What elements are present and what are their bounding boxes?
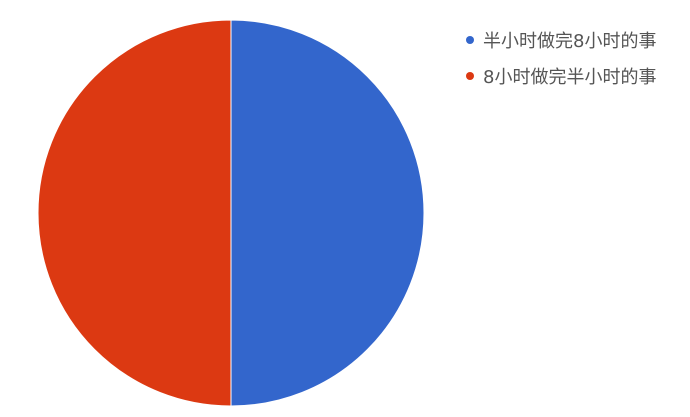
legend-item: 半小时做完8小时的事: [466, 22, 656, 58]
pie-slice-0: [230, 19, 425, 407]
legend-dot-icon: [466, 72, 474, 80]
pie-slice-1: [37, 19, 232, 407]
legend: 半小时做完8小时的事 8小时做完半小时的事: [466, 22, 656, 94]
legend-dot-icon: [466, 36, 474, 44]
legend-item: 8小时做完半小时的事: [466, 58, 656, 94]
legend-label: 8小时做完半小时的事: [483, 67, 657, 88]
legend-label: 半小时做完8小时的事: [483, 31, 657, 52]
